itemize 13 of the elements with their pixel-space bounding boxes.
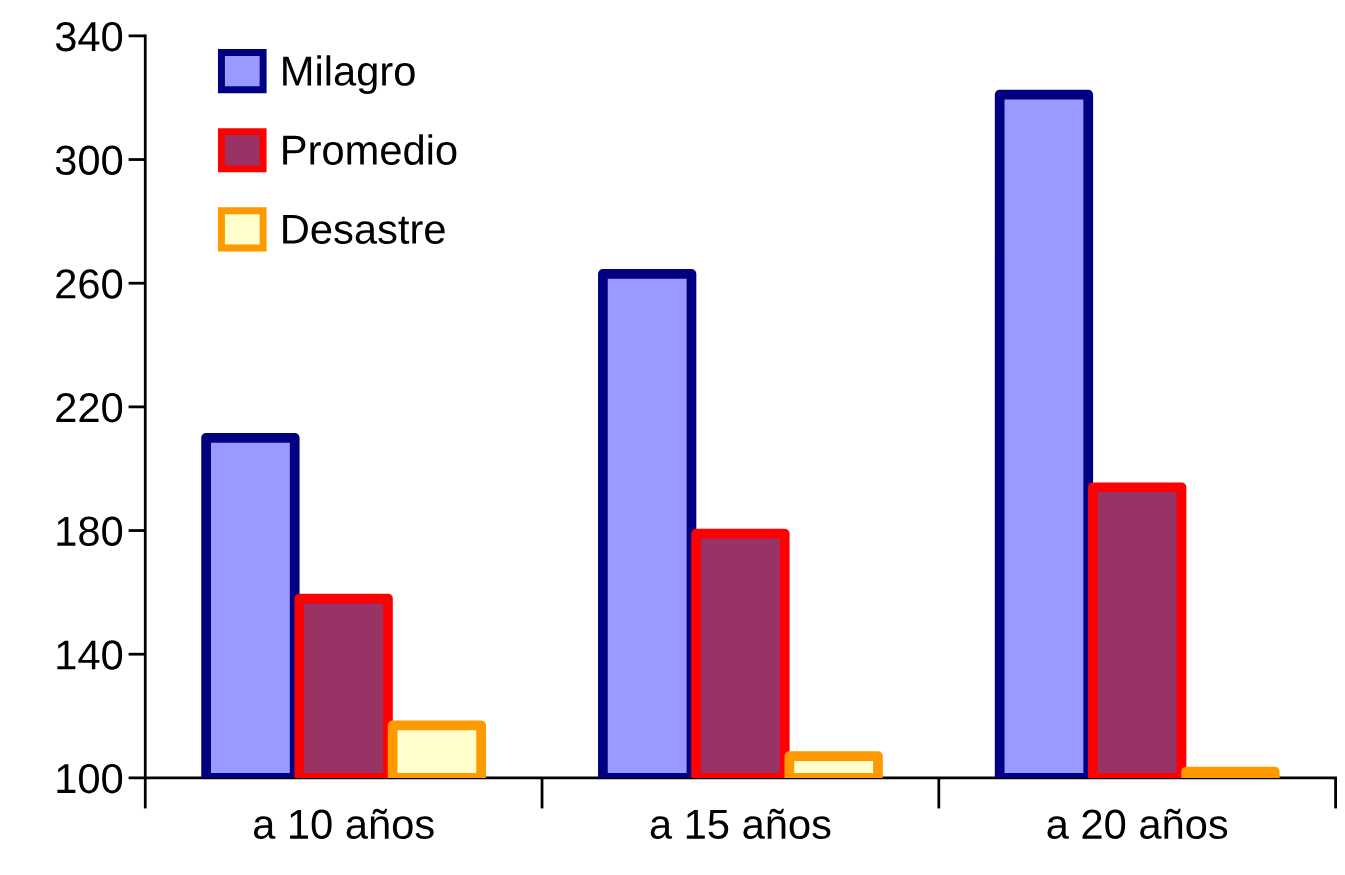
y-tick-label: 220 — [56, 392, 123, 423]
x-tick-label: a 15 años — [650, 808, 831, 840]
x-tick-label: a 10 años — [253, 808, 434, 840]
y-tick-label: 300 — [55, 145, 123, 176]
y-tick-label: 180 — [57, 516, 123, 547]
legend-label: Milagro — [283, 55, 415, 95]
y-tick-label: 100 — [57, 763, 123, 794]
y-tick-label: 140 — [57, 640, 123, 670]
legend-label: Promedio — [283, 134, 457, 165]
legend-label: Desastre — [283, 214, 445, 244]
y-tick-label: 340 — [55, 21, 123, 52]
y-tick-label: 260 — [56, 269, 123, 299]
x-tick-label: a 20 años — [1047, 808, 1228, 840]
